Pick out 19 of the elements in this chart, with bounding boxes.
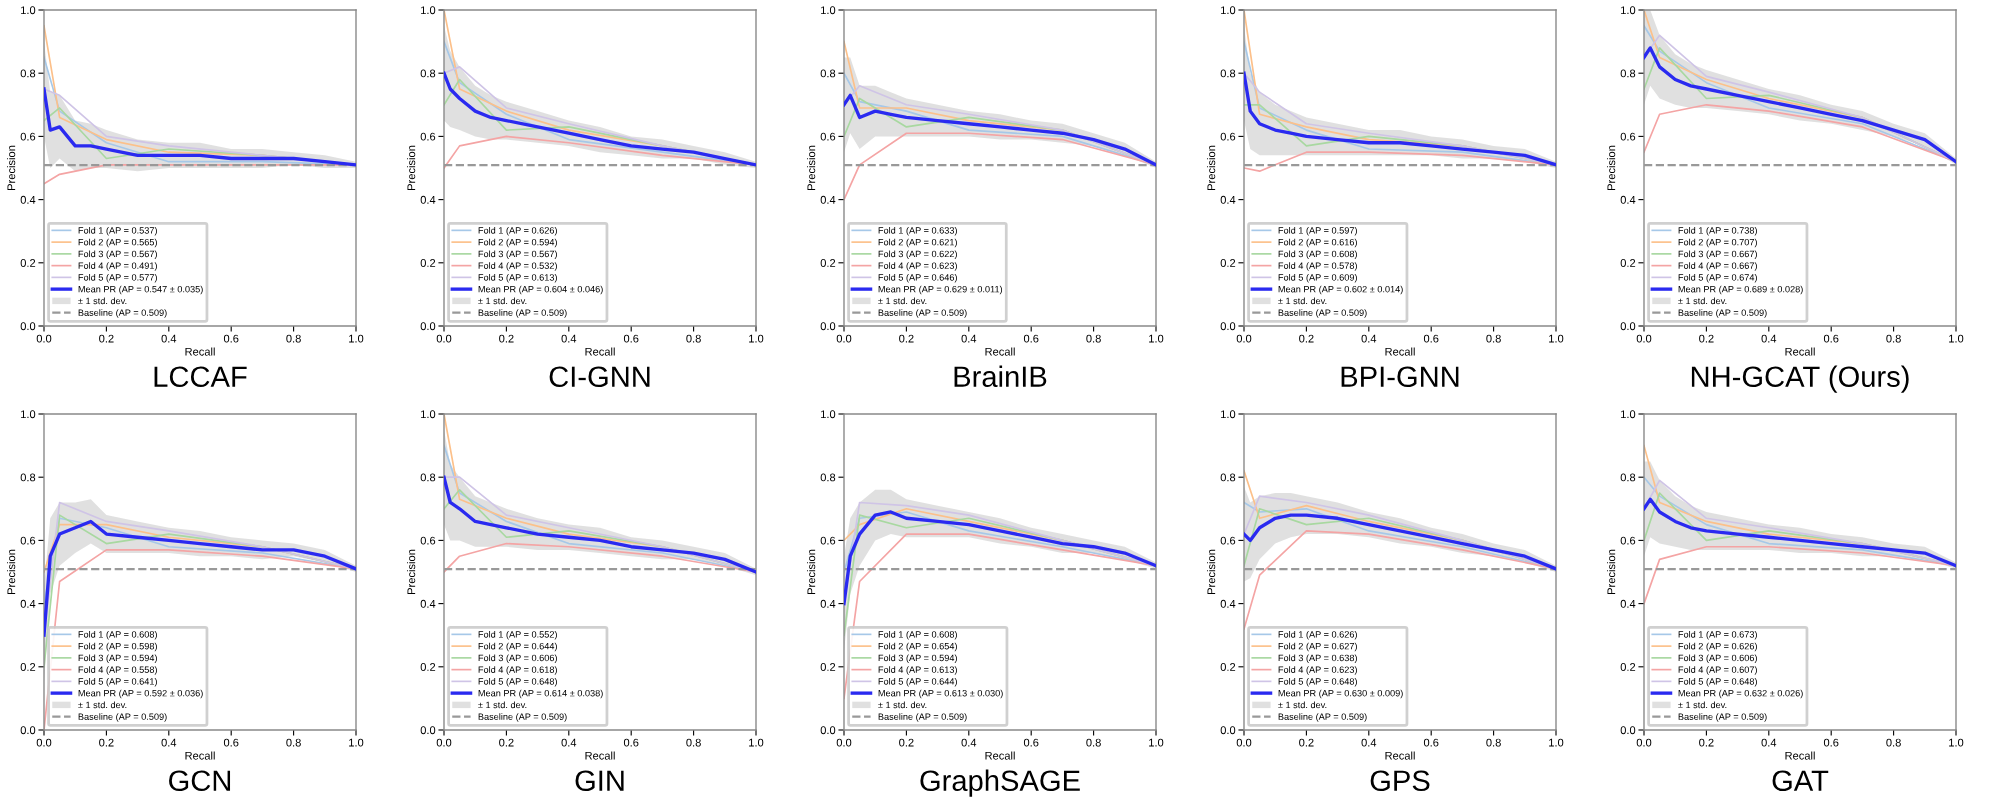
text: GraphSAGE — [920, 769, 1080, 797]
line-series — [1644, 103, 1956, 163]
line-series — [444, 475, 756, 574]
text: LCCAF — [154, 366, 247, 388]
text: CI-GNN — [549, 366, 650, 388]
line-series — [844, 510, 1156, 606]
line-series — [844, 132, 1156, 201]
text: BrainIB — [954, 365, 1047, 388]
line-series — [1244, 71, 1556, 167]
line-series — [444, 542, 756, 573]
text: GPS — [1370, 770, 1430, 792]
text: GIN — [575, 770, 624, 792]
text: NH-GCAT (Ours) — [1691, 365, 1909, 393]
line-series — [44, 519, 356, 637]
text: GCN — [169, 770, 231, 792]
text: BPI-GNN — [1341, 366, 1459, 388]
line-series — [44, 87, 356, 167]
line-series — [1644, 545, 1956, 605]
text: GAT — [1772, 770, 1829, 792]
